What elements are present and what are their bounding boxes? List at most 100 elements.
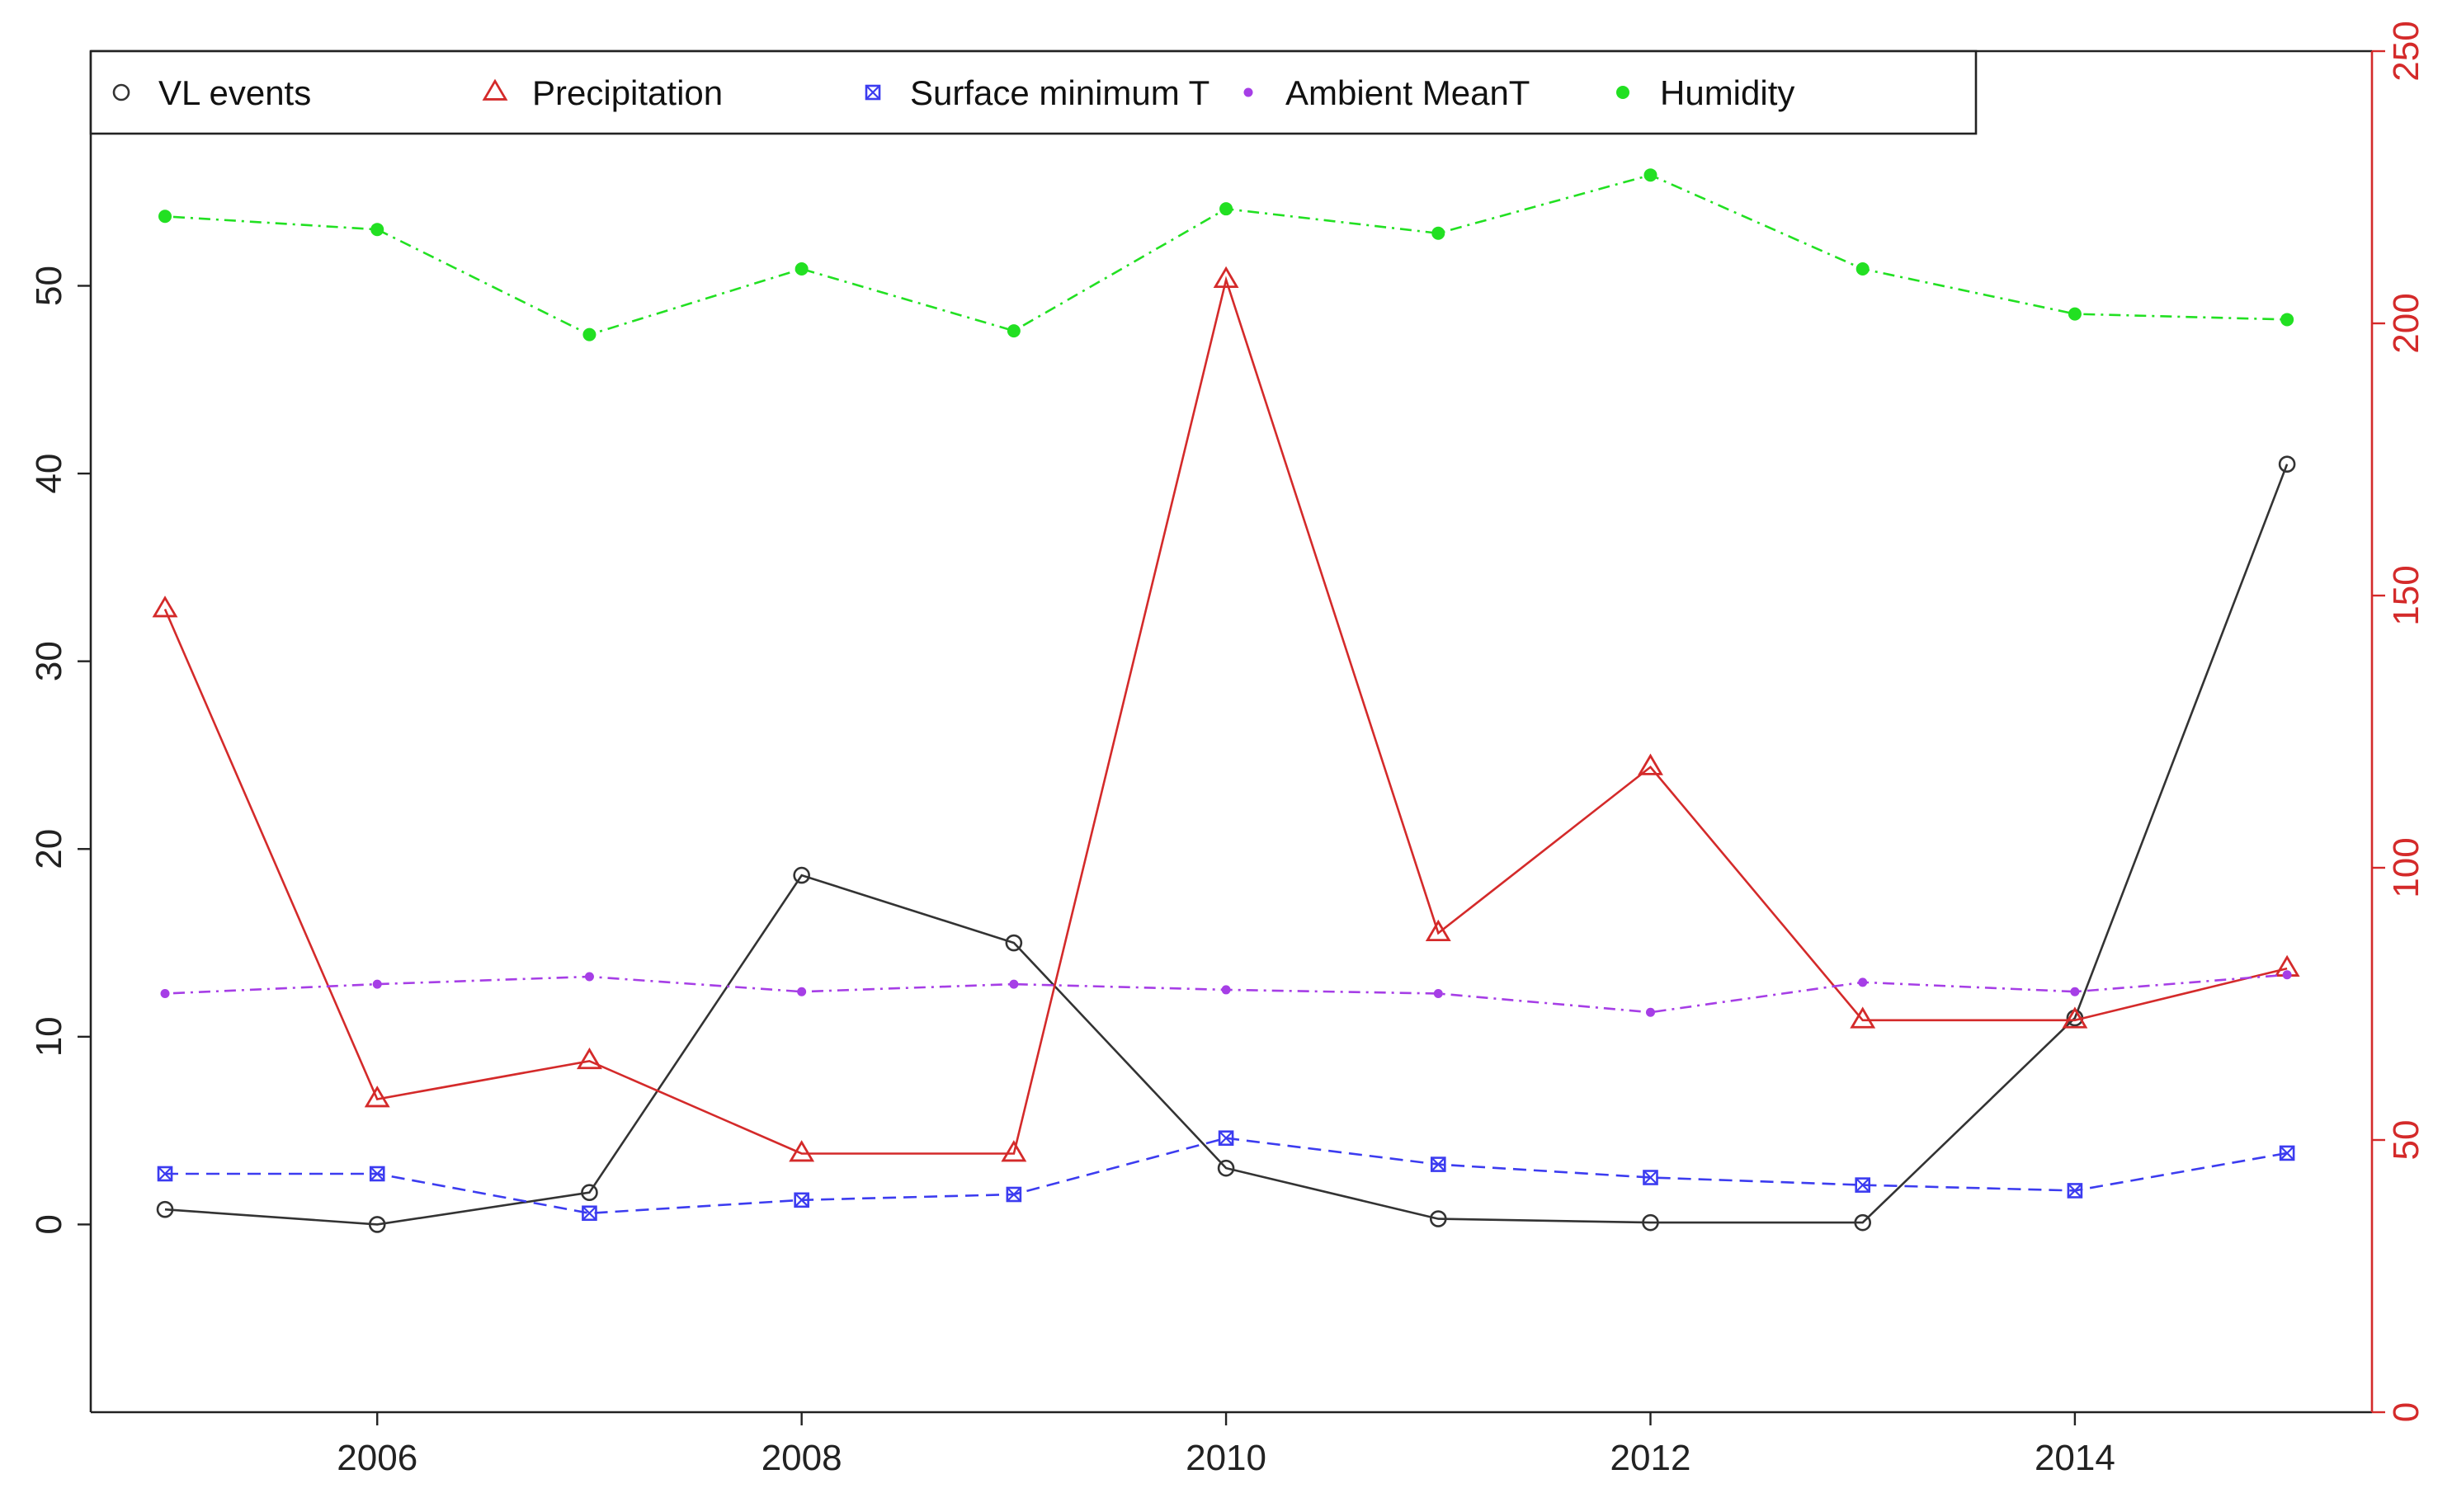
series-precipitation xyxy=(152,266,2300,1162)
x-tick-label-2006: 2006 xyxy=(337,1438,417,1478)
marker-cross-b xyxy=(1855,1177,1870,1193)
left-y-tick-label-0: 0 xyxy=(29,1214,69,1234)
legend: VL events Precipitation Surface minimum T A… xyxy=(89,49,1978,135)
data-point-vl-events-2008 xyxy=(793,866,810,884)
x-tick-label-2010: 2010 xyxy=(1186,1438,1266,1478)
marker-cross-b xyxy=(865,85,880,100)
left-y-tick-label-50: 50 xyxy=(29,266,69,306)
series-line-vl-events xyxy=(164,464,2289,1226)
right-y-tick-label-50: 50 xyxy=(2386,1120,2426,1161)
legend-label-precipitation: Precipitation xyxy=(532,73,723,112)
data-point-ambient-meant-2012 xyxy=(1645,1007,1655,1017)
legend-marker-surface-minimum-t xyxy=(865,84,881,101)
data-point-precipitation-2010 xyxy=(1213,266,1239,289)
marker-square xyxy=(1218,1130,1234,1147)
data-point-surface-minimum-t-2013 xyxy=(1855,1177,1870,1193)
data-point-vl-events-2015 xyxy=(2278,455,2296,473)
data-point-precipitation-2008 xyxy=(789,1140,815,1162)
left-y-tick-label-20: 20 xyxy=(29,829,69,869)
data-point-vl-events-2013 xyxy=(1854,1213,1871,1232)
data-point-surface-minimum-t-2006 xyxy=(369,1166,385,1182)
legend-item-vl-events: VL events xyxy=(112,73,311,112)
data-point-surface-minimum-t-2005 xyxy=(157,1166,173,1182)
data-point-humidity-2006 xyxy=(370,223,384,237)
marker-cross-b xyxy=(2280,1146,2294,1161)
data-point-ambient-meant-2014 xyxy=(2070,987,2080,996)
data-point-ambient-meant-2007 xyxy=(584,972,594,982)
x-tick-label-2012: 2012 xyxy=(1610,1438,1691,1478)
marker-cross-b xyxy=(1431,1156,1446,1172)
right-y-tick-label-200: 200 xyxy=(2386,293,2426,353)
data-point-humidity-2005 xyxy=(158,210,172,224)
right-y-tick-label-150: 150 xyxy=(2386,565,2426,625)
data-point-precipitation-2011 xyxy=(1425,919,1451,942)
series-layer xyxy=(152,168,2300,1233)
data-point-surface-minimum-t-2011 xyxy=(1430,1156,1446,1172)
data-point-humidity-2008 xyxy=(795,262,809,276)
marker-cross-b xyxy=(1007,1187,1021,1202)
legend-label-ambient-meant: Ambient MeanT xyxy=(1285,73,1530,112)
legend-label-surface-minimum-t: Surface minimum T xyxy=(910,73,1209,112)
series-line-precipitation xyxy=(163,276,2288,1155)
x-tick-label-2008: 2008 xyxy=(762,1438,842,1478)
data-point-vl-events-2005 xyxy=(156,1200,174,1218)
marker-cross-b xyxy=(1219,1130,1233,1146)
data-point-precipitation-2014 xyxy=(2062,1006,2088,1029)
axes-layer: 0 10 20 30 40 50 0 50 100 150 200 250 2006 2008 2010 20… xyxy=(29,21,2426,1478)
legend-item-precipitation: Precipitation xyxy=(482,73,723,112)
marker-square xyxy=(2279,1145,2295,1161)
right-y-tick-label-100: 100 xyxy=(2386,837,2426,897)
data-point-vl-events-2009 xyxy=(1005,934,1023,952)
marker-square xyxy=(1855,1177,1870,1193)
marker-square xyxy=(1430,1156,1446,1172)
data-point-vl-events-2010 xyxy=(1217,1159,1235,1177)
data-point-surface-minimum-t-2008 xyxy=(794,1192,809,1208)
data-point-precipitation-2013 xyxy=(1850,1006,1876,1029)
data-point-vl-events-2006 xyxy=(368,1216,386,1233)
marker-cross-b xyxy=(582,1205,597,1221)
data-point-vl-events-2011 xyxy=(1429,1210,1447,1227)
data-point-ambient-meant-2008 xyxy=(797,987,807,996)
series-ambient-meant xyxy=(160,970,2292,1017)
data-point-humidity-2015 xyxy=(2280,313,2294,327)
left-y-tick-label-40: 40 xyxy=(29,454,69,494)
legend-box xyxy=(89,49,1978,135)
series-surface-minimum-t xyxy=(157,1130,2295,1222)
data-point-ambient-meant-2005 xyxy=(160,988,170,998)
marker-square xyxy=(2067,1183,2083,1199)
legend-item-ambient-meant: Ambient MeanT xyxy=(1243,73,1530,112)
right-y-tick-label-250: 250 xyxy=(2386,21,2426,81)
legend-marker-ambient-meant xyxy=(1243,87,1253,97)
marker-square xyxy=(865,84,881,101)
legend-item-surface-minimum-t: Surface minimum T xyxy=(865,73,1209,112)
marker-cross-b xyxy=(2068,1183,2082,1199)
data-point-humidity-2013 xyxy=(1856,262,1870,276)
data-point-precipitation-2007 xyxy=(576,1047,602,1070)
legend-marker-vl-events xyxy=(112,83,130,101)
left-y-tick-label-10: 10 xyxy=(29,1016,69,1057)
data-point-humidity-2012 xyxy=(1643,168,1657,182)
data-point-precipitation-2009 xyxy=(1001,1140,1027,1162)
legend-label-vl-events: VL events xyxy=(158,73,311,112)
data-point-humidity-2007 xyxy=(582,327,596,341)
data-point-ambient-meant-2009 xyxy=(1009,979,1019,989)
marker-cross-b xyxy=(158,1166,172,1181)
series-humidity xyxy=(158,168,2294,341)
marker-square xyxy=(582,1205,597,1222)
x-tick-label-2014: 2014 xyxy=(2035,1438,2115,1478)
marker-cross-b xyxy=(794,1193,809,1208)
data-point-ambient-meant-2013 xyxy=(1858,977,1868,987)
marker-square xyxy=(157,1166,173,1182)
data-point-precipitation-2012 xyxy=(1638,753,1663,775)
data-point-surface-minimum-t-2009 xyxy=(1006,1186,1022,1203)
data-point-ambient-meant-2006 xyxy=(372,979,382,989)
data-point-ambient-meant-2010 xyxy=(1221,985,1231,995)
data-point-vl-events-2007 xyxy=(581,1184,598,1202)
data-point-humidity-2010 xyxy=(1219,202,1233,216)
data-point-vl-events-2012 xyxy=(1642,1213,1659,1232)
data-point-ambient-meant-2011 xyxy=(1433,988,1443,998)
data-point-surface-minimum-t-2012 xyxy=(1643,1170,1658,1185)
data-point-surface-minimum-t-2015 xyxy=(2279,1145,2295,1161)
